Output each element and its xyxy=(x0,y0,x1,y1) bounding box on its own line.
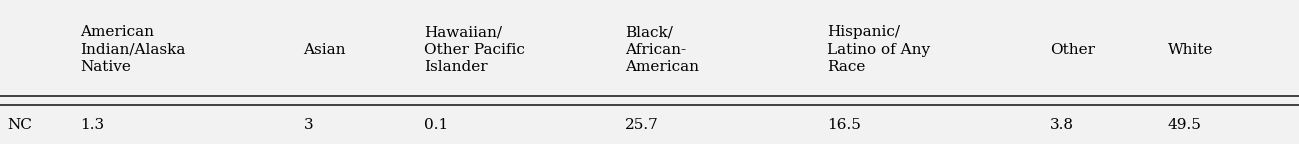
Text: White: White xyxy=(1168,43,1213,57)
Text: 3.8: 3.8 xyxy=(1051,118,1074,132)
Text: Hispanic/
Latino of Any
Race: Hispanic/ Latino of Any Race xyxy=(827,25,930,74)
Text: 3: 3 xyxy=(304,118,313,132)
Text: NC: NC xyxy=(8,118,32,132)
Text: Hawaiian/
Other Pacific
Islander: Hawaiian/ Other Pacific Islander xyxy=(423,25,525,74)
Text: Other: Other xyxy=(1051,43,1095,57)
Text: 16.5: 16.5 xyxy=(827,118,861,132)
Text: Asian: Asian xyxy=(304,43,346,57)
Text: 49.5: 49.5 xyxy=(1168,118,1202,132)
Text: 25.7: 25.7 xyxy=(625,118,659,132)
Text: 1.3: 1.3 xyxy=(81,118,105,132)
Text: Black/
African-
American: Black/ African- American xyxy=(625,25,699,74)
Text: 0.1: 0.1 xyxy=(423,118,448,132)
Text: American
Indian/Alaska
Native: American Indian/Alaska Native xyxy=(81,25,186,74)
